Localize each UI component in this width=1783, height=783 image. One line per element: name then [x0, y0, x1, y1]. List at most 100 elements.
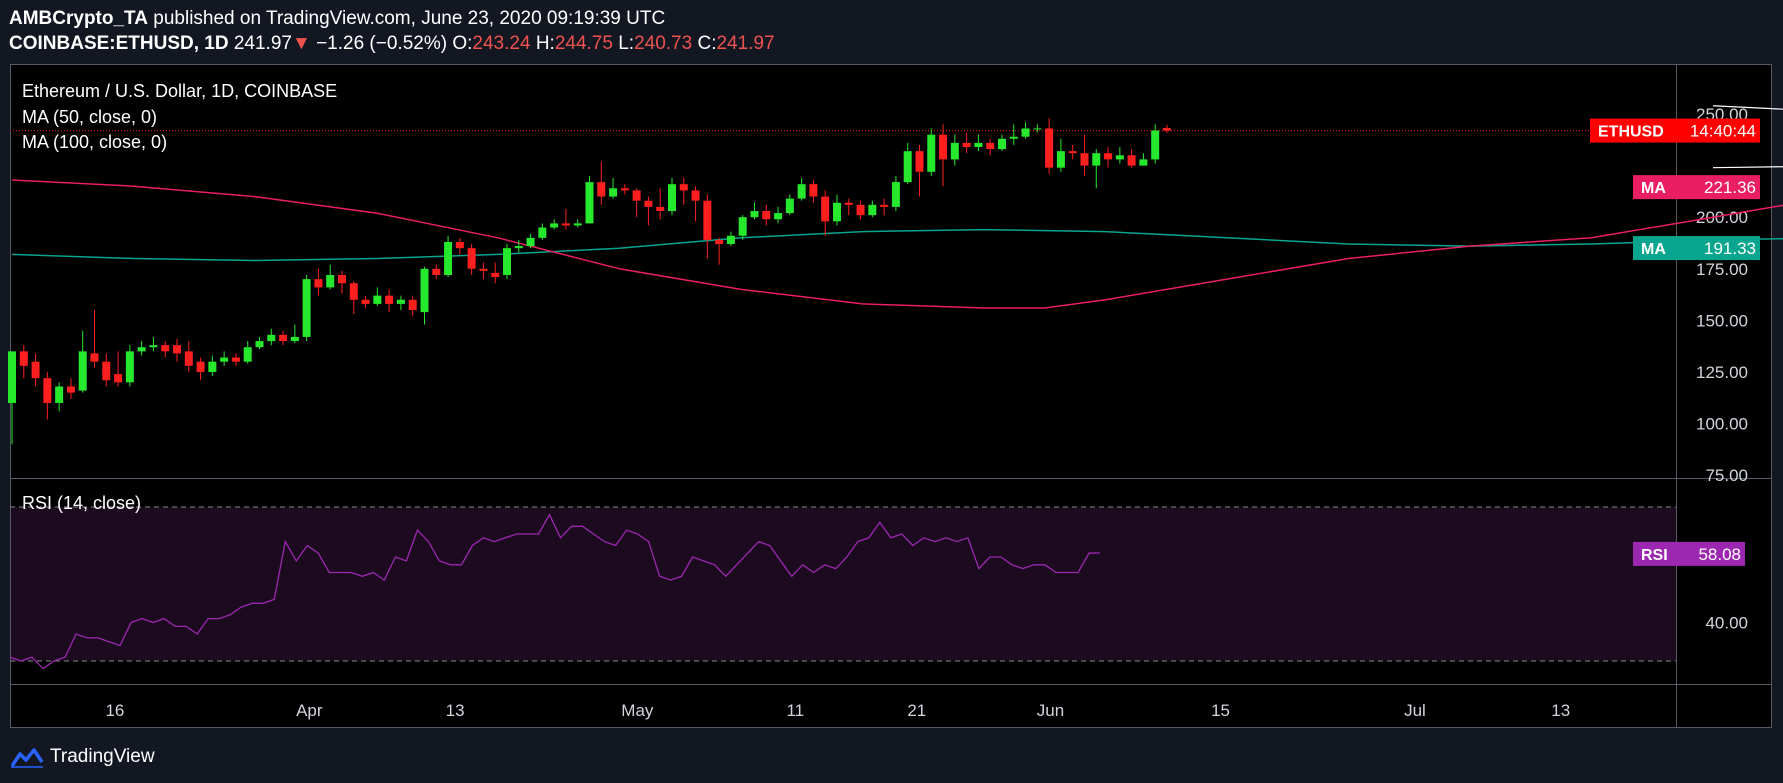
candle-up	[208, 361, 217, 372]
candle-down	[821, 196, 830, 222]
candle-up	[1115, 155, 1124, 160]
low-value: 240.73	[634, 33, 693, 54]
candle-up	[502, 248, 511, 275]
symbol-info: COINBASE:ETHUSD, 1D 241.97▼ −1.26 (−0.52…	[9, 33, 775, 55]
candle-down	[880, 204, 889, 207]
candle-up	[149, 345, 158, 348]
rsi-label-box	[1633, 541, 1745, 566]
candle-up	[538, 227, 547, 238]
candle-down	[184, 351, 193, 366]
header: AMBCrypto_TA published on TradingView.co…	[0, 0, 1783, 64]
tradingview-logo-icon	[10, 748, 44, 768]
candle-up	[785, 198, 794, 214]
candle-up	[243, 347, 252, 362]
candle-up	[832, 202, 841, 222]
candle-up	[326, 274, 335, 288]
ma50-legend: MA (50, close, 0)	[22, 107, 157, 127]
candle-up	[585, 182, 594, 224]
candle-down	[632, 190, 641, 201]
candle-up	[927, 134, 936, 172]
candle-up	[550, 223, 559, 228]
ma100-line	[11, 228, 1783, 262]
price-label-name: MA	[1641, 241, 1666, 258]
time-tick-label: 11	[786, 701, 804, 720]
chart-canvas[interactable]: 250.00200.00175.00150.00125.00100.0075.0…	[0, 0, 1783, 742]
tradingview-brand[interactable]: TradingView	[50, 746, 155, 767]
time-tick-label: Jun	[1037, 701, 1064, 720]
candle-down	[620, 188, 629, 191]
candle-up	[302, 279, 311, 337]
time-tick-label: Apr	[296, 701, 323, 720]
open-value: 243.24	[472, 33, 531, 54]
candle-up	[8, 351, 16, 403]
price-label-box	[1633, 175, 1760, 200]
candle-up	[750, 211, 759, 218]
candle-down	[172, 345, 181, 354]
candle-up	[1021, 128, 1030, 137]
candle-down	[962, 142, 971, 148]
published-text: published on TradingView.com, June 23, 2…	[153, 8, 666, 29]
candle-down	[597, 182, 606, 197]
price-tick-label: 125.00	[1696, 363, 1748, 382]
candle-down	[561, 223, 570, 226]
candle-up	[444, 241, 453, 275]
price-tick-label: 75.00	[1705, 466, 1748, 485]
candle-down	[385, 295, 394, 304]
candle-down	[939, 134, 948, 160]
rsi-label-name: RSI	[1641, 547, 1668, 564]
publish-info: AMBCrypto_TA published on TradingView.co…	[9, 8, 665, 30]
time-tick-label: 16	[105, 701, 124, 720]
candle-up	[1033, 128, 1042, 130]
candle-down	[19, 351, 28, 366]
candle-up	[1092, 153, 1101, 166]
price-label-box	[1590, 118, 1760, 143]
candle-down	[337, 274, 346, 284]
chart-title: Ethereum / U.S. Dollar, 1D, COINBASE	[22, 81, 337, 101]
candle-up	[1139, 159, 1148, 166]
candle-down	[349, 283, 358, 300]
candle-down	[408, 299, 417, 311]
candle-up	[78, 351, 87, 391]
price-label-name: MA	[1641, 180, 1666, 197]
publisher-name[interactable]: AMBCrypto_TA	[9, 8, 148, 29]
rsi-tick-label: 40.00	[1705, 614, 1748, 633]
candle-up	[609, 188, 618, 197]
candle-down	[432, 268, 441, 275]
time-tick-label: May	[621, 701, 654, 720]
low-label: L:	[618, 33, 635, 54]
candle-down	[479, 268, 488, 271]
candle-down	[656, 206, 665, 212]
triangle-lower-trendline	[1712, 166, 1783, 169]
price-label-value: 14:40:44	[1690, 122, 1756, 141]
candle-up	[125, 351, 134, 383]
candle-down	[231, 357, 240, 362]
candle-down	[679, 184, 688, 191]
close-value: 241.97	[716, 33, 775, 54]
price-label-value: 221.36	[1704, 178, 1756, 197]
candle-down	[196, 361, 205, 372]
price-tick-label: 100.00	[1696, 415, 1748, 434]
candle-down	[491, 272, 500, 278]
candle-down	[361, 299, 370, 304]
candle-up	[667, 184, 676, 212]
candle-down	[114, 374, 123, 383]
candle-down	[762, 211, 771, 220]
time-tick-label: 13	[446, 701, 465, 720]
candle-down	[715, 239, 724, 245]
candle-down	[161, 345, 170, 352]
candle-down	[644, 200, 653, 207]
symbol: COINBASE:ETHUSD, 1D	[9, 33, 229, 54]
time-tick-label: 13	[1551, 701, 1570, 720]
candle-up	[220, 357, 229, 362]
candle-down	[1080, 153, 1089, 166]
candle-up	[1151, 130, 1160, 160]
time-tick-label: 15	[1211, 701, 1230, 720]
time-tick-label: Jul	[1404, 701, 1426, 720]
candle-down	[844, 202, 853, 205]
candle-up	[774, 213, 783, 220]
high-value: 244.75	[554, 33, 613, 54]
candle-down	[1127, 155, 1136, 166]
candle-down	[66, 386, 75, 393]
candle-up	[738, 217, 747, 236]
ma100-legend: MA (100, close, 0)	[22, 132, 167, 152]
